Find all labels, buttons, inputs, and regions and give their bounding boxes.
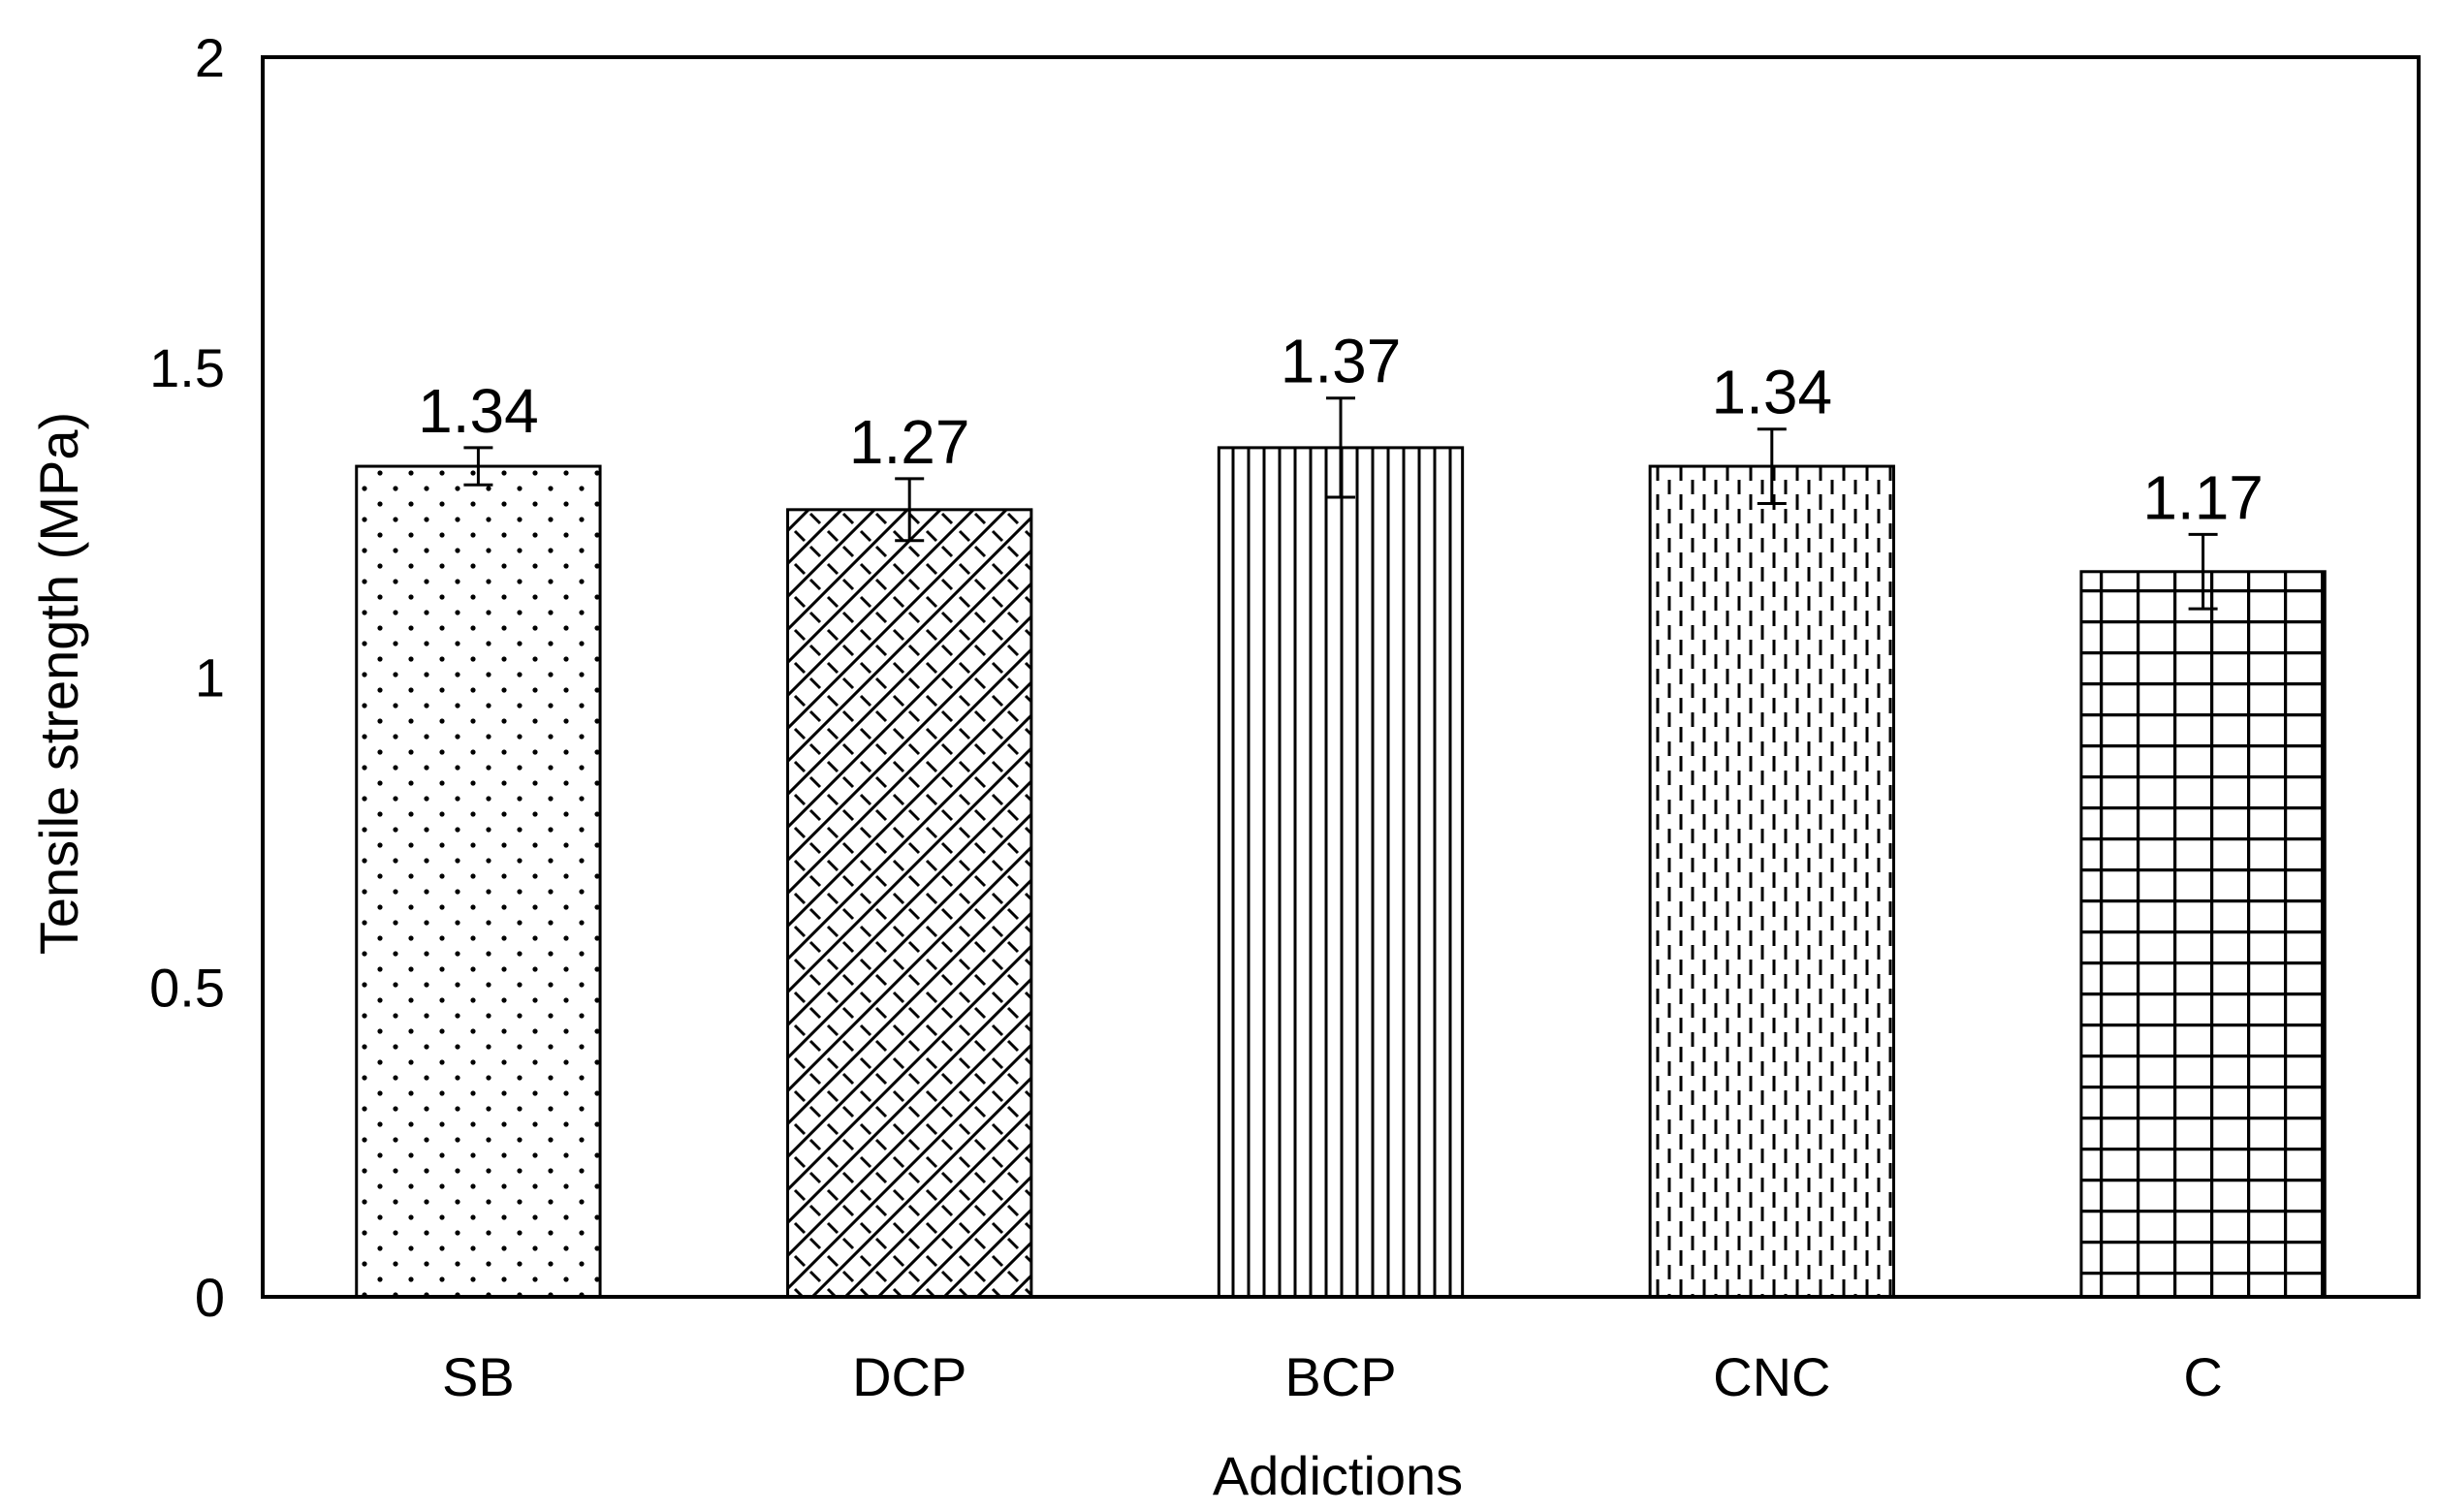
error-bars bbox=[463, 396, 2218, 611]
y-axis-title: Tensile strength (MPa) bbox=[28, 412, 89, 955]
bar-bcp bbox=[1217, 446, 1465, 1299]
x-axis-category-labels: SB DCP BCP CNC C bbox=[442, 1346, 2223, 1407]
error-bar-bcp bbox=[1326, 396, 1355, 499]
x-axis-title: Addictions bbox=[1213, 1445, 1463, 1506]
category-label-bcp: BCP bbox=[1284, 1346, 1396, 1407]
bars bbox=[355, 446, 2327, 1299]
category-label-sb: SB bbox=[442, 1346, 515, 1407]
y-tick-label: 1 bbox=[195, 647, 225, 709]
bar-c bbox=[2079, 570, 2327, 1299]
data-label-bcp: 1.37 bbox=[1281, 327, 1402, 396]
category-label-cnc: CNC bbox=[1713, 1346, 1830, 1407]
error-bar-sb bbox=[463, 446, 493, 487]
y-tick-label: 0 bbox=[195, 1267, 225, 1328]
y-axis-ticks: 0 0.5 1 1.5 2 bbox=[149, 27, 225, 1328]
error-bar-dcp bbox=[895, 477, 925, 543]
data-label-c: 1.17 bbox=[2142, 462, 2264, 532]
error-bar-c bbox=[2188, 532, 2218, 611]
data-label-cnc: 1.34 bbox=[1712, 358, 1833, 427]
category-label-dcp: DCP bbox=[852, 1346, 966, 1407]
y-tick-label: 0.5 bbox=[149, 957, 225, 1018]
category-label-c: C bbox=[2183, 1346, 2222, 1407]
y-tick-label: 2 bbox=[195, 27, 225, 88]
data-labels: 1.34 1.27 1.37 1.34 1.17 bbox=[418, 327, 2264, 533]
y-tick-label: 1.5 bbox=[149, 337, 225, 398]
data-label-sb: 1.34 bbox=[418, 376, 539, 446]
bar-dcp bbox=[786, 508, 1033, 1299]
bar-cnc bbox=[1648, 464, 1895, 1299]
bar-sb bbox=[355, 464, 602, 1299]
error-bar-cnc bbox=[1757, 427, 1787, 505]
plot-area-frame bbox=[261, 55, 2421, 1299]
data-label-dcp: 1.27 bbox=[849, 407, 970, 477]
